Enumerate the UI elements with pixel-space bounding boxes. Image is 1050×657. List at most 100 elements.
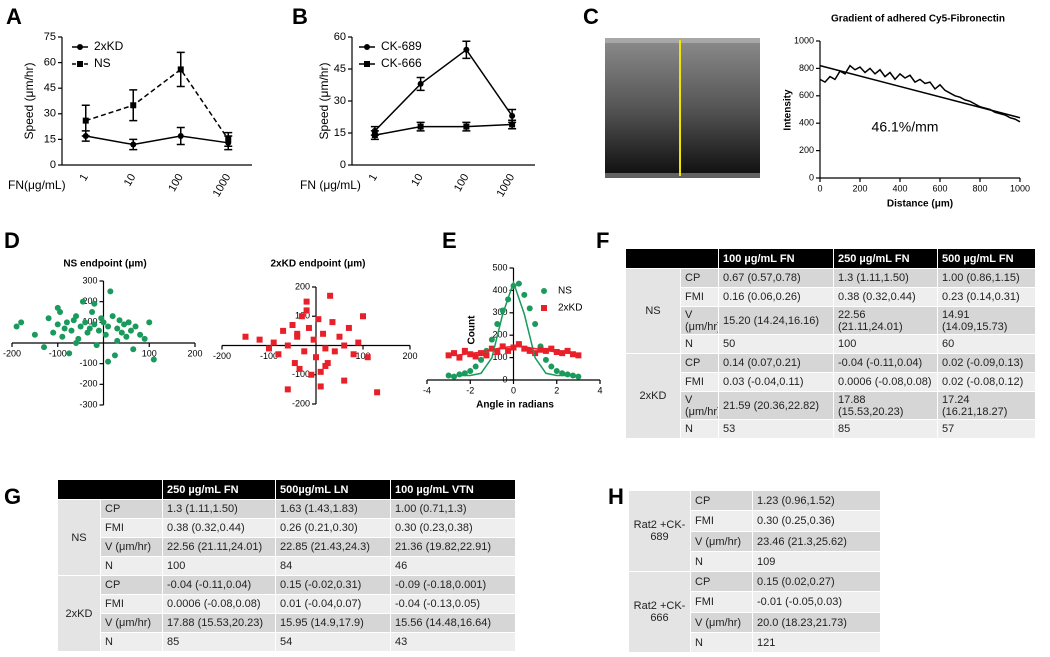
y-tick-label: 0 (50, 159, 56, 171)
marker (270, 339, 277, 346)
row-label: FMI (680, 372, 719, 392)
table-cell: 0.14 (0.07,0.21) (718, 353, 834, 373)
legend-marker (364, 44, 370, 50)
table-cell: 1.23 (0.96,1.52) (752, 490, 881, 511)
x-tick-label: 100 (355, 351, 370, 361)
series-line (85, 135, 229, 146)
table-cell: 23.46 (21.3,25.62) (752, 531, 881, 552)
marker (111, 352, 118, 359)
marker (294, 330, 301, 337)
table-cell: 0.0006 (-0.08,0.08) (162, 594, 276, 614)
marker (105, 323, 112, 330)
marker (355, 339, 362, 346)
marker (341, 342, 348, 349)
marker (322, 345, 329, 352)
marker (521, 345, 528, 352)
marker (130, 102, 137, 109)
marker (308, 371, 315, 378)
marker (494, 321, 501, 327)
marker (132, 323, 139, 330)
marker (505, 347, 512, 354)
marker (50, 329, 57, 336)
table-cell: 0.67 (0.57,0.78) (718, 268, 834, 288)
marker (317, 383, 324, 390)
marker (298, 313, 305, 320)
legend-label: NS (94, 56, 111, 70)
marker (82, 117, 89, 124)
y-tick-label: 200 (82, 296, 97, 306)
table-cell: 1.00 (0.86,1.15) (937, 268, 1036, 288)
row-label: V (μm/hr) (100, 537, 163, 557)
row-label: V (μm/hr) (690, 612, 753, 633)
x-tick-label: -200 (3, 348, 21, 358)
marker (564, 347, 571, 354)
marker (31, 331, 38, 338)
marker (127, 327, 134, 334)
marker (532, 321, 539, 327)
table-cell: 84 (275, 556, 391, 576)
marker (329, 319, 336, 326)
y-tick-label: 60 (334, 31, 346, 43)
y-tick-label: 200 (799, 145, 814, 155)
marker (532, 350, 539, 357)
marker (463, 123, 470, 130)
group-label: 2xKD (625, 353, 681, 439)
marker (553, 368, 560, 375)
x-tick-label: 400 (892, 183, 907, 193)
y-tick-label: 200 (492, 330, 507, 340)
marker (315, 316, 322, 323)
x-tick-label: 600 (932, 183, 947, 193)
header-blank (57, 479, 163, 500)
y-tick-label: 30 (334, 95, 346, 107)
marker (93, 342, 100, 349)
legend-marker (541, 288, 547, 294)
table-cell: 0.15 (-0.02,0.31) (275, 575, 391, 595)
marker (225, 136, 232, 143)
y-tick-label: 400 (492, 285, 507, 295)
marker (86, 325, 93, 332)
marker (100, 319, 107, 326)
marker (515, 341, 522, 348)
marker (371, 132, 378, 139)
row-label: N (690, 632, 753, 653)
marker (417, 80, 424, 87)
y-tick-label: -200 (79, 379, 97, 389)
marker (109, 313, 116, 320)
marker (82, 319, 89, 326)
table-cell: 1.3 (1.11,1.50) (833, 268, 938, 288)
marker (242, 333, 249, 340)
table-cell: 0.03 (-0.04,0.11) (718, 372, 834, 392)
table-cell: 17.88 (15.53,20.23) (833, 391, 938, 420)
marker (526, 305, 533, 312)
marker (521, 291, 528, 298)
marker (488, 345, 495, 352)
y-tick-label: 500 (492, 262, 507, 272)
marker (73, 313, 80, 320)
marker (116, 317, 123, 324)
y-axis-label: Speed (μm/hr) (22, 63, 36, 140)
table-cell: 22.85 (21.43,24.3) (275, 537, 391, 557)
panel-label: C (583, 4, 599, 29)
legend-marker (77, 61, 83, 67)
x-tick-label: -2 (466, 385, 474, 395)
marker (350, 351, 357, 358)
table-cell: 0.15 (0.02,0.27) (752, 571, 881, 592)
marker (125, 319, 132, 326)
table-cell: 1.63 (1.43,1.83) (275, 499, 391, 519)
table-cell: 43 (390, 632, 516, 652)
y-tick-label: 200 (295, 281, 310, 291)
marker (364, 354, 371, 361)
x-axis-label: FN(μg/mL) (8, 178, 66, 192)
marker (63, 319, 70, 326)
marker (575, 373, 582, 380)
table-cell: 0.30 (0.23,0.38) (390, 518, 516, 538)
marker (177, 132, 184, 139)
group-label: Rat2 +CK-689 (628, 490, 691, 572)
y-axis-label: Count (467, 315, 478, 345)
table-cell: 60 (937, 334, 1036, 354)
marker (374, 389, 381, 396)
micrograph-edge (605, 38, 760, 43)
group-label: NS (57, 499, 101, 576)
row-label: N (100, 556, 163, 576)
